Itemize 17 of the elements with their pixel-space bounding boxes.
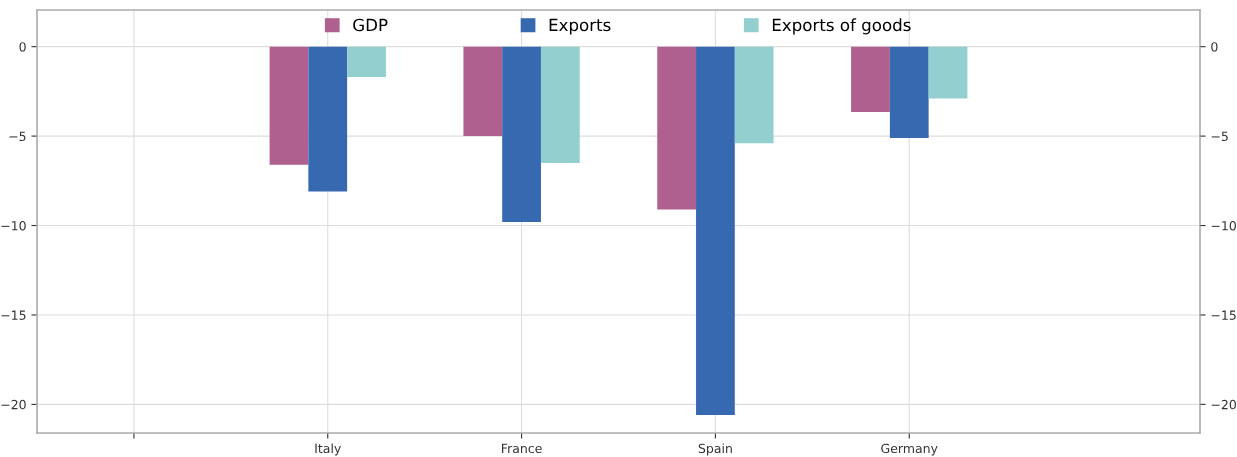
y-tick-label: −20 (1, 399, 26, 410)
y2-tick-label: −15 (1211, 310, 1236, 320)
legend-label: Exports (549, 18, 611, 35)
y2-tick-label: 0 (1211, 42, 1218, 52)
y-tick-label: −10 (1, 221, 26, 231)
y-tick-label: −15 (1, 310, 26, 320)
y2-tick-label: −5 (1211, 131, 1228, 142)
x-tick-label: Spain (698, 443, 732, 456)
x-tick-label: Italy (315, 443, 341, 456)
y2-tick-label: −20 (1211, 399, 1236, 410)
y-tick-label: −5 (9, 131, 26, 142)
legend-label: GDP (353, 18, 388, 32)
legend-label: Exports of goods (772, 18, 911, 35)
y2-tick-label: −10 (1211, 221, 1236, 231)
x-tick-label: Germany (881, 443, 938, 456)
x-tick-label: France (502, 443, 542, 454)
y-tick-label: 0 (19, 42, 26, 52)
